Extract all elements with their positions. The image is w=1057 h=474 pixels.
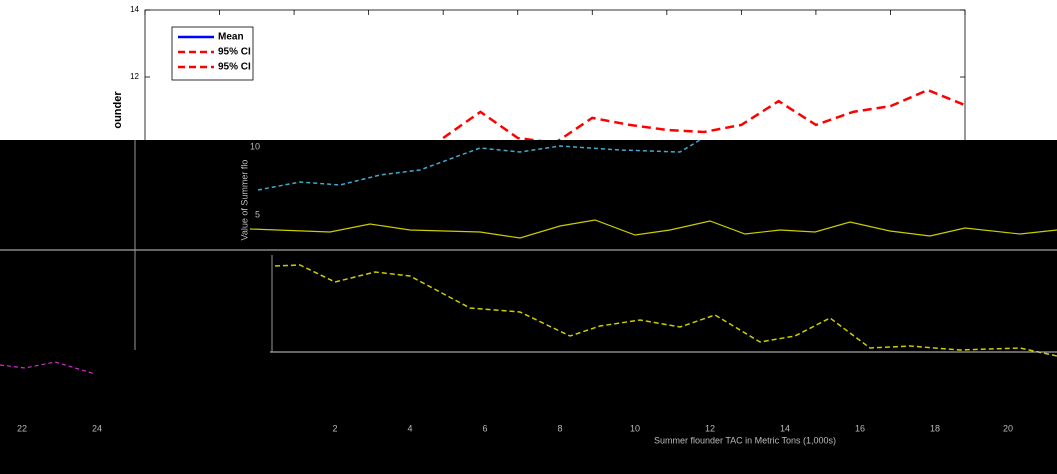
- overlay-x-tick-label: 24: [92, 423, 102, 433]
- legend-label: Mean: [218, 32, 244, 43]
- overlay-x-tick-label: 10: [630, 423, 640, 433]
- overlay-y-tick-label: 10: [250, 141, 260, 151]
- legend: Mean 95% CI 95% CI: [171, 26, 254, 81]
- overlay-x-tick-label: 14: [780, 423, 790, 433]
- glitch-overlay: [0, 140, 1057, 474]
- y-axis-label: ounder: [112, 91, 124, 129]
- overlay-y-tick-label: 5: [255, 209, 260, 219]
- overlay-x-tick-label: 6: [482, 423, 487, 433]
- y-tick-label: 12: [130, 72, 139, 81]
- overlay-x-tick-label: 18: [930, 423, 940, 433]
- glitch-line: [249, 219, 1057, 239]
- overlay-x-tick-label: 22: [17, 423, 27, 433]
- overlay-x-tick-label: 12: [705, 423, 715, 433]
- overlay-x-tick-label: 8: [557, 423, 562, 433]
- overlay-x-tick-label: 4: [407, 423, 412, 433]
- glitch-line: [274, 264, 1057, 357]
- legend-label: 95% CI: [218, 47, 251, 58]
- y-tick-label: 14: [130, 5, 139, 14]
- overlay-x-tick-label: 20: [1003, 423, 1013, 433]
- series-line: [442, 88, 966, 145]
- overlay-ticks: 22 24 2 4 6 8 10 12 14 16 18 20: [17, 423, 1013, 433]
- overlay-x-tick-label: 16: [855, 423, 865, 433]
- overlay-x-label: Summer flounder TAC in Metric Tons (1,00…: [654, 435, 836, 445]
- overlay-y-label: Value of Summer flo: [239, 160, 249, 241]
- overlay-x-tick-label: 2: [332, 423, 337, 433]
- glitch-lines: [0, 139, 1057, 375]
- legend-label: 95% CI: [218, 62, 251, 73]
